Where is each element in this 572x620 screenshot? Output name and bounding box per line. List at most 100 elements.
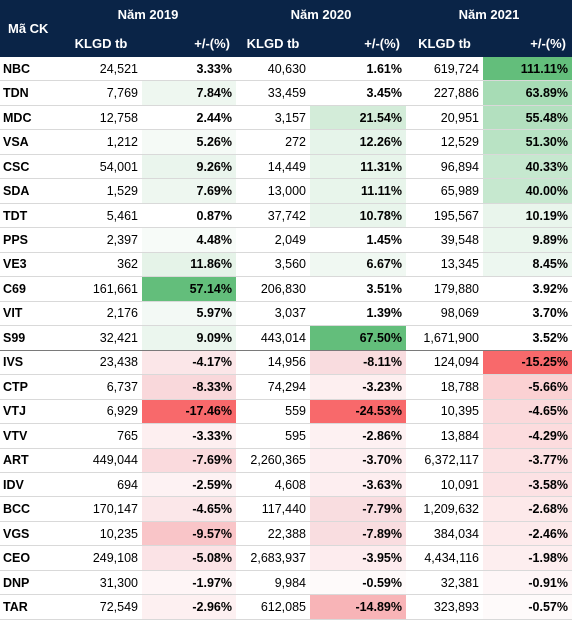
table-row: VTJ 6,929 -17.46% 559 -24.53% 10,395 -4.65% — [0, 399, 572, 425]
table-body: NBC 24,521 3.33% 40,630 1.61% 619,724 111.11% T… — [0, 57, 572, 620]
table-row: DNP 31,300 -1.97% 9,984 -0.59% 32,381 -0.91% — [0, 570, 572, 596]
avg-volume-2019: 1,212 — [60, 129, 142, 155]
change-pct-2019: 0.87% — [142, 203, 236, 229]
avg-volume-2021: 32,381 — [406, 570, 483, 596]
change-pct-2021: -3.58% — [483, 472, 572, 498]
avg-volume-2021: 195,567 — [406, 203, 483, 229]
change-pct-2021: -1.98% — [483, 545, 572, 571]
stock-code: TDN — [0, 80, 60, 106]
table-row: NBC 24,521 3.33% 40,630 1.61% 619,724 111.11% — [0, 57, 572, 82]
table-row: VSA 1,212 5.26% 272 12.26% 12,529 51.30% — [0, 129, 572, 155]
change-pct-2020: 3.51% — [310, 276, 406, 302]
avg-volume-2021: 20,951 — [406, 105, 483, 131]
change-pct-2020: 10.78% — [310, 203, 406, 229]
change-pct-2019: -5.08% — [142, 545, 236, 571]
change-pct-2021: -4.29% — [483, 423, 572, 449]
avg-volume-2019: 2,176 — [60, 301, 142, 327]
change-pct-2021: -0.57% — [483, 594, 572, 620]
avg-volume-2020: 3,157 — [236, 105, 310, 131]
table-row: CTP 6,737 -8.33% 74,294 -3.23% 18,788 -5.66% — [0, 374, 572, 400]
stock-code: DNP — [0, 570, 60, 596]
avg-volume-2021: 10,091 — [406, 472, 483, 498]
avg-volume-2021: 98,069 — [406, 301, 483, 327]
table-row: BCC 170,147 -4.65% 117,440 -7.79% 1,209,632 -2… — [0, 496, 572, 522]
change-pct-2021: -2.68% — [483, 496, 572, 522]
table-row: CEO 249,108 -5.08% 2,683,937 -3.95% 4,434,116… — [0, 545, 572, 571]
stock-code: IDV — [0, 472, 60, 498]
avg-volume-2020: 9,984 — [236, 570, 310, 596]
change-pct-2021: 3.52% — [483, 325, 572, 351]
change-pct-2019: 2.44% — [142, 105, 236, 131]
table-header: Mã CK Năm 2019 Năm 2020 Năm 2021 KLGD tb… — [0, 0, 572, 57]
stock-code: ART — [0, 448, 60, 473]
avg-volume-2020: 33,459 — [236, 80, 310, 106]
change-pct-2020: 1.61% — [310, 57, 406, 82]
avg-volume-2021: 4,434,116 — [406, 545, 483, 571]
change-pct-2021: 40.00% — [483, 178, 572, 204]
avg-volume-2020: 2,683,937 — [236, 545, 310, 571]
avg-volume-2021: 1,671,900 — [406, 325, 483, 351]
change-pct-2020: -2.86% — [310, 423, 406, 449]
change-pct-2021: 8.45% — [483, 252, 572, 278]
change-pct-2020: -24.53% — [310, 399, 406, 425]
change-pct-2021: 40.33% — [483, 154, 572, 180]
change-pct-2019: -1.97% — [142, 570, 236, 596]
change-pct-2019: -8.33% — [142, 374, 236, 400]
code-column-header: Mã CK — [0, 0, 60, 57]
avg-volume-2019: 449,044 — [60, 448, 142, 473]
avg-volume-2021: 124,094 — [406, 350, 483, 376]
chg-header-2019: +/-(%) — [142, 29, 236, 57]
vol-header-2019: KLGD tb — [60, 29, 142, 57]
change-pct-2019: 5.97% — [142, 301, 236, 327]
change-pct-2019: -2.59% — [142, 472, 236, 498]
change-pct-2020: 11.31% — [310, 154, 406, 180]
avg-volume-2020: 443,014 — [236, 325, 310, 351]
avg-volume-2020: 595 — [236, 423, 310, 449]
table-row: SDA 1,529 7.69% 13,000 11.11% 65,989 40.00% — [0, 178, 572, 204]
table-row: MDC 12,758 2.44% 3,157 21.54% 20,951 55.48% — [0, 105, 572, 131]
change-pct-2020: 6.67% — [310, 252, 406, 278]
avg-volume-2019: 31,300 — [60, 570, 142, 596]
table-row: IDV 694 -2.59% 4,608 -3.63% 10,091 -3.58% — [0, 472, 572, 498]
avg-volume-2021: 13,345 — [406, 252, 483, 278]
stock-code: CEO — [0, 545, 60, 571]
avg-volume-2019: 249,108 — [60, 545, 142, 571]
avg-volume-2021: 619,724 — [406, 57, 483, 82]
avg-volume-2021: 65,989 — [406, 178, 483, 204]
change-pct-2021: -3.77% — [483, 448, 572, 473]
stock-code: TAR — [0, 594, 60, 620]
avg-volume-2021: 10,395 — [406, 399, 483, 425]
change-pct-2019: 3.33% — [142, 57, 236, 82]
avg-volume-2019: 6,737 — [60, 374, 142, 400]
change-pct-2020: 1.45% — [310, 227, 406, 253]
change-pct-2021: 55.48% — [483, 105, 572, 131]
change-pct-2020: 67.50% — [310, 325, 406, 351]
table-row: VGS 10,235 -9.57% 22,388 -7.89% 384,034 -2.46% — [0, 521, 572, 547]
stock-code: MDC — [0, 105, 60, 131]
vol-header-2021: KLGD tb — [406, 29, 483, 57]
change-pct-2020: -7.79% — [310, 496, 406, 522]
change-pct-2019: -2.96% — [142, 594, 236, 620]
avg-volume-2019: 72,549 — [60, 594, 142, 620]
avg-volume-2020: 3,560 — [236, 252, 310, 278]
avg-volume-2019: 161,661 — [60, 276, 142, 302]
table-row: IVS 23,438 -4.17% 14,956 -8.11% 124,094 -15.25… — [0, 350, 572, 376]
avg-volume-2019: 24,521 — [60, 57, 142, 82]
change-pct-2020: 21.54% — [310, 105, 406, 131]
avg-volume-2021: 39,548 — [406, 227, 483, 253]
table-row: C69 161,661 57.14% 206,830 3.51% 179,880 3.92% — [0, 276, 572, 302]
change-pct-2019: -9.57% — [142, 521, 236, 547]
avg-volume-2020: 612,085 — [236, 594, 310, 620]
stock-code: VGS — [0, 521, 60, 547]
change-pct-2021: -4.65% — [483, 399, 572, 425]
avg-volume-2021: 179,880 — [406, 276, 483, 302]
change-pct-2020: -3.95% — [310, 545, 406, 571]
change-pct-2020: -3.23% — [310, 374, 406, 400]
table-row: PPS 2,397 4.48% 2,049 1.45% 39,548 9.89% — [0, 227, 572, 253]
change-pct-2019: 9.26% — [142, 154, 236, 180]
change-pct-2019: 4.48% — [142, 227, 236, 253]
avg-volume-2021: 323,893 — [406, 594, 483, 620]
chg-header-2021: +/-(%) — [483, 29, 572, 57]
table-row: ART 449,044 -7.69% 2,260,365 -3.70% 6,372,117… — [0, 448, 572, 473]
